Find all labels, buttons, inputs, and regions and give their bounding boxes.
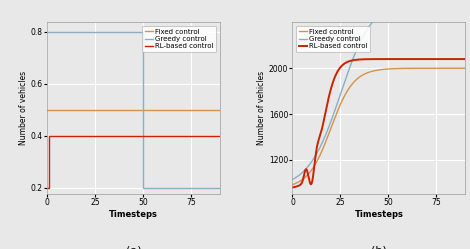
Greedy control	[462, 0, 468, 1]
Greedy control	[140, 30, 146, 33]
Line: RL-based control: RL-based control	[292, 59, 465, 187]
Line: Greedy control: Greedy control	[47, 32, 220, 188]
Fixed control	[408, 67, 414, 70]
Greedy control	[428, 0, 433, 2]
Fixed control	[290, 183, 295, 186]
Line: Greedy control: Greedy control	[292, 0, 465, 180]
Greedy control	[290, 178, 295, 181]
RL-based control	[290, 186, 295, 189]
Fixed control	[424, 67, 430, 70]
Line: RL-based control: RL-based control	[47, 136, 220, 188]
Fixed control	[307, 171, 313, 174]
RL-based control	[462, 58, 468, 61]
Greedy control	[424, 0, 430, 2]
RL-based control	[44, 186, 50, 189]
RL-based control	[46, 186, 52, 189]
Fixed control	[462, 67, 468, 70]
Legend: Fixed control, Greedy control, RL-based control: Fixed control, Greedy control, RL-based …	[142, 26, 216, 52]
Greedy control	[140, 186, 146, 189]
Line: Fixed control: Fixed control	[292, 68, 465, 185]
Greedy control	[360, 36, 365, 39]
Greedy control	[217, 186, 223, 189]
Fixed control	[360, 74, 365, 77]
Greedy control	[307, 162, 313, 165]
Fixed control	[366, 71, 371, 74]
Text: (b): (b)	[371, 246, 387, 249]
RL-based control	[408, 58, 414, 61]
RL-based control	[217, 134, 223, 137]
X-axis label: Timesteps: Timesteps	[354, 210, 403, 219]
RL-based control	[424, 58, 430, 61]
RL-based control	[366, 58, 371, 61]
Text: (a): (a)	[125, 246, 141, 249]
RL-based control	[428, 58, 433, 61]
Y-axis label: Number of vehicles: Number of vehicles	[19, 71, 28, 145]
Y-axis label: Number of vehicles: Number of vehicles	[257, 71, 266, 145]
Greedy control	[44, 30, 50, 33]
Legend: Fixed control, Greedy control, RL-based control: Fixed control, Greedy control, RL-based …	[296, 26, 370, 52]
Greedy control	[366, 26, 371, 29]
RL-based control	[46, 134, 52, 137]
RL-based control	[307, 182, 313, 185]
Fixed control	[428, 67, 433, 70]
X-axis label: Timesteps: Timesteps	[109, 210, 158, 219]
Greedy control	[408, 0, 414, 3]
RL-based control	[360, 58, 365, 61]
